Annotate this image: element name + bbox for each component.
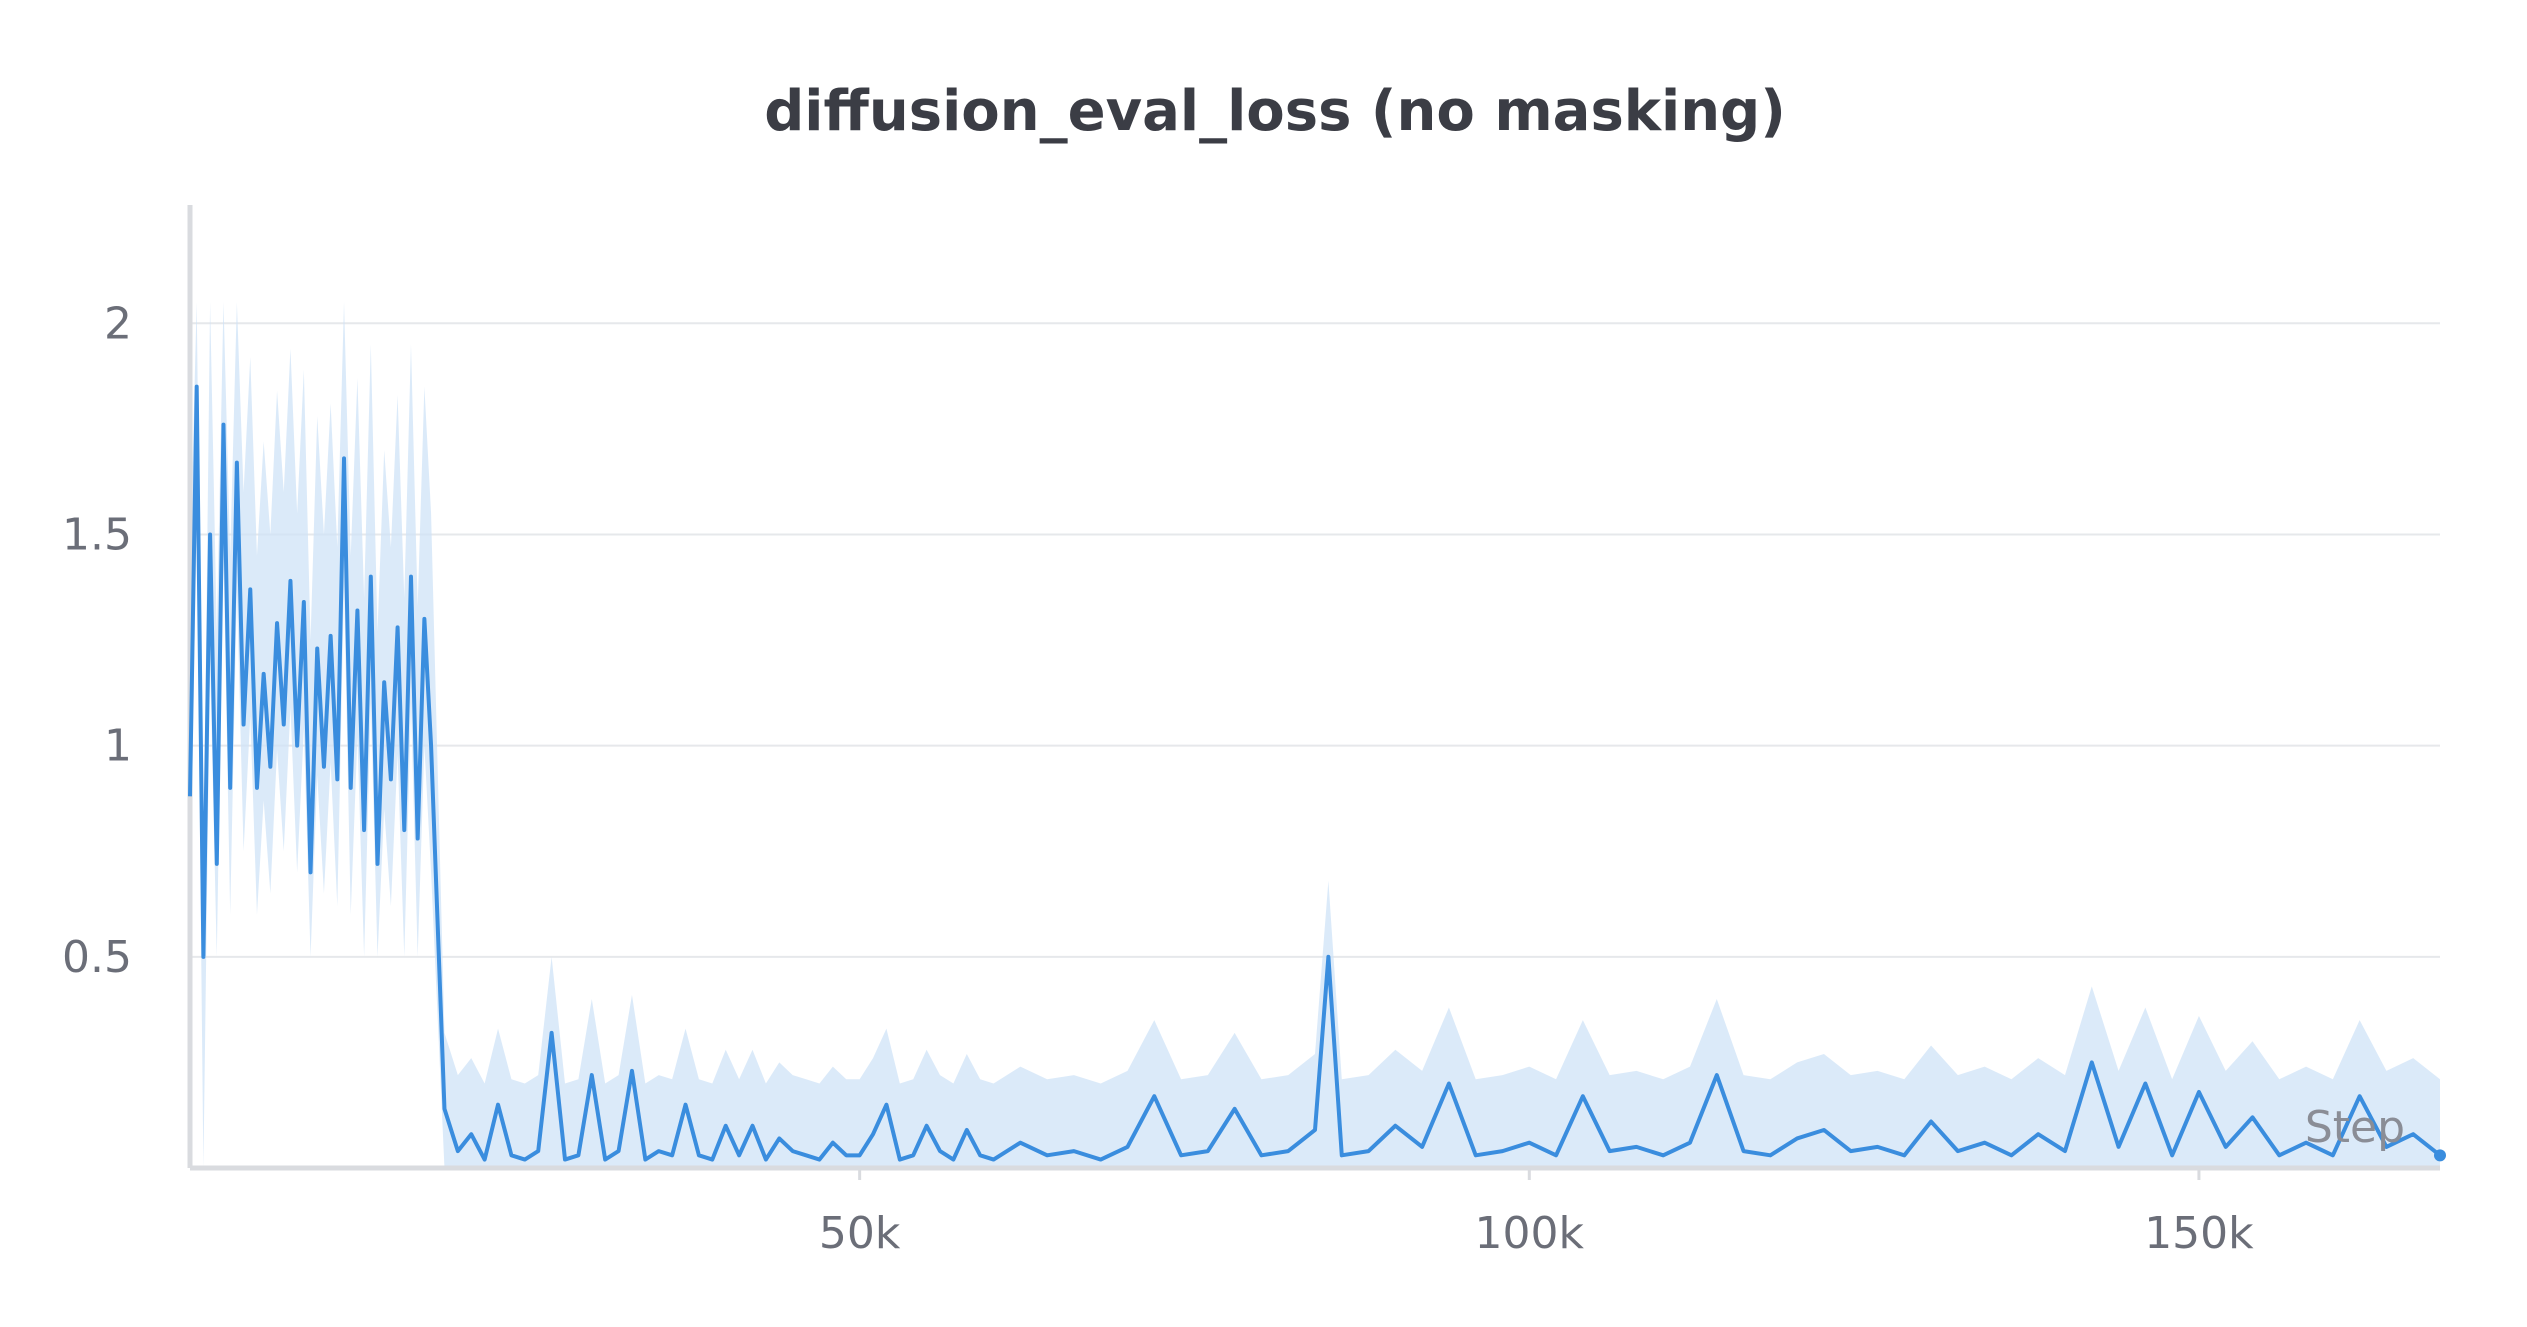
gridlines (190, 322, 2440, 958)
y-tick-label-2: 1.5 (62, 509, 132, 560)
y-tick-label-0: 0.5 (62, 932, 132, 983)
series-end-point (2434, 1149, 2446, 1162)
y-tick-labels: 0.5 1 1.5 2 (62, 298, 132, 983)
band-area (190, 302, 2440, 1168)
x-tick-label-0: 50k (819, 1208, 901, 1259)
chart-title: diffusion_eval_loss (no masking) (764, 79, 1786, 144)
series-line (188, 384, 2442, 1162)
x-axis-label: Step (2305, 1102, 2405, 1153)
x-tick-labels: 50k 100k 150k (819, 1168, 2254, 1259)
y-tick-label-1: 1 (104, 721, 132, 772)
variance-band (190, 302, 2440, 1168)
x-tick-label-2: 150k (2144, 1208, 2254, 1259)
x-tick-label-1: 100k (1475, 1208, 1585, 1259)
series-group (188, 384, 2446, 1162)
y-tick-label-3: 2 (104, 298, 132, 349)
